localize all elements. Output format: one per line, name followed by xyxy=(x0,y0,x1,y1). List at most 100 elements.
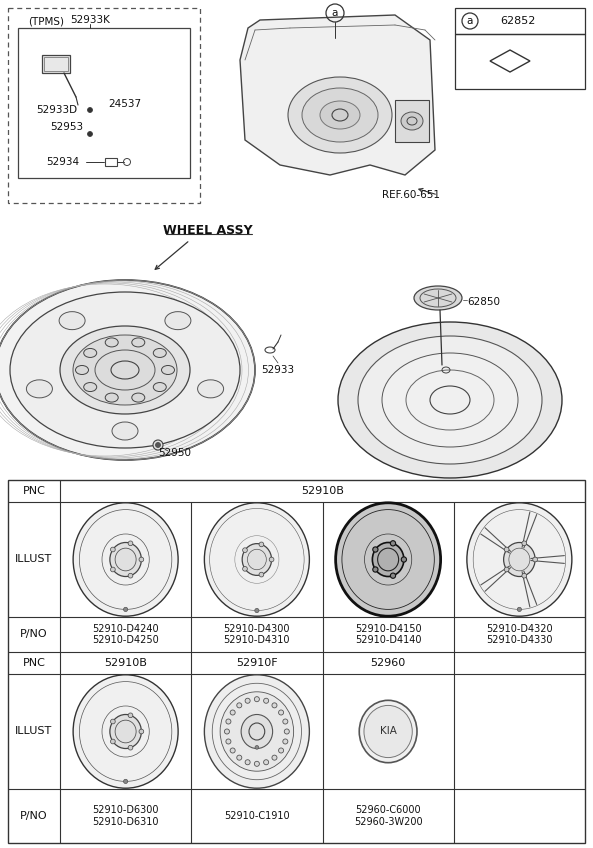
Ellipse shape xyxy=(372,543,404,577)
Polygon shape xyxy=(135,528,164,552)
Text: 52933D: 52933D xyxy=(36,105,77,115)
Polygon shape xyxy=(221,522,250,551)
Text: KIA: KIA xyxy=(380,727,397,737)
Text: 52910-D4300
52910-D4310: 52910-D4300 52910-D4310 xyxy=(224,623,290,645)
Circle shape xyxy=(128,541,133,545)
Polygon shape xyxy=(240,15,435,175)
Ellipse shape xyxy=(10,292,240,448)
Ellipse shape xyxy=(0,280,255,460)
Circle shape xyxy=(139,557,144,562)
Circle shape xyxy=(264,698,269,703)
Ellipse shape xyxy=(302,88,378,142)
Text: 52910-D6300
52910-D6310: 52910-D6300 52910-D6310 xyxy=(93,806,159,827)
Text: 24537: 24537 xyxy=(108,99,141,109)
Circle shape xyxy=(279,710,283,715)
Ellipse shape xyxy=(320,101,360,129)
Ellipse shape xyxy=(205,675,310,788)
Ellipse shape xyxy=(110,715,141,749)
Ellipse shape xyxy=(84,349,97,358)
Ellipse shape xyxy=(105,338,118,347)
Ellipse shape xyxy=(414,286,462,310)
Polygon shape xyxy=(81,555,114,563)
Ellipse shape xyxy=(105,393,118,402)
Ellipse shape xyxy=(153,382,166,392)
Text: a: a xyxy=(332,8,338,18)
Ellipse shape xyxy=(73,503,178,616)
Circle shape xyxy=(88,131,93,137)
Polygon shape xyxy=(221,567,250,598)
Circle shape xyxy=(264,760,269,765)
Ellipse shape xyxy=(401,112,423,130)
Ellipse shape xyxy=(165,312,191,330)
Circle shape xyxy=(254,697,259,701)
Ellipse shape xyxy=(220,692,294,771)
Polygon shape xyxy=(344,556,377,563)
Text: 52933K: 52933K xyxy=(70,15,110,25)
Ellipse shape xyxy=(359,700,417,762)
Text: 52910-C1910: 52910-C1910 xyxy=(224,811,290,821)
Circle shape xyxy=(237,755,242,760)
Ellipse shape xyxy=(288,77,392,153)
Ellipse shape xyxy=(27,380,52,398)
Circle shape xyxy=(284,729,289,734)
Polygon shape xyxy=(135,700,164,724)
Circle shape xyxy=(110,719,115,724)
Circle shape xyxy=(237,703,242,708)
Circle shape xyxy=(504,567,509,572)
Ellipse shape xyxy=(242,544,272,576)
Circle shape xyxy=(153,440,163,450)
Ellipse shape xyxy=(358,336,542,464)
Circle shape xyxy=(517,607,521,611)
Text: 52910-D4240
52910-D4250: 52910-D4240 52910-D4250 xyxy=(93,623,159,645)
Polygon shape xyxy=(400,556,432,563)
Text: ILLUST: ILLUST xyxy=(15,555,53,565)
Circle shape xyxy=(224,729,229,734)
Circle shape xyxy=(110,739,115,744)
Polygon shape xyxy=(88,700,116,724)
Ellipse shape xyxy=(467,503,572,616)
Text: P/NO: P/NO xyxy=(20,629,48,639)
Polygon shape xyxy=(129,744,143,778)
Polygon shape xyxy=(109,744,122,778)
Circle shape xyxy=(88,108,93,113)
Text: REF.60-651: REF.60-651 xyxy=(382,190,440,200)
Circle shape xyxy=(272,755,277,760)
Polygon shape xyxy=(81,728,114,735)
Circle shape xyxy=(504,547,509,552)
Text: PNC: PNC xyxy=(23,486,46,496)
Polygon shape xyxy=(129,684,143,720)
Bar xyxy=(105,158,117,166)
Polygon shape xyxy=(129,572,143,606)
Bar xyxy=(455,8,585,34)
Circle shape xyxy=(128,573,133,578)
Circle shape xyxy=(269,557,274,562)
Circle shape xyxy=(283,739,288,744)
Text: PNC: PNC xyxy=(23,658,46,668)
Ellipse shape xyxy=(73,335,177,405)
Circle shape xyxy=(533,557,537,562)
Circle shape xyxy=(522,573,527,578)
Text: 52910B: 52910B xyxy=(301,486,344,496)
Ellipse shape xyxy=(336,503,441,616)
Bar xyxy=(42,55,70,73)
Ellipse shape xyxy=(382,353,518,447)
Polygon shape xyxy=(251,571,262,608)
Circle shape xyxy=(254,762,259,767)
Circle shape xyxy=(110,567,115,572)
Text: (TPMS): (TPMS) xyxy=(28,16,64,26)
Polygon shape xyxy=(397,529,426,552)
Ellipse shape xyxy=(161,365,174,375)
Polygon shape xyxy=(88,739,116,763)
Circle shape xyxy=(401,557,406,562)
Circle shape xyxy=(230,710,235,715)
Ellipse shape xyxy=(112,422,138,440)
Polygon shape xyxy=(372,513,384,548)
Circle shape xyxy=(155,443,161,448)
Polygon shape xyxy=(129,513,143,548)
Polygon shape xyxy=(135,566,164,591)
Polygon shape xyxy=(109,513,122,548)
Bar xyxy=(8,480,585,843)
Circle shape xyxy=(255,608,259,612)
Ellipse shape xyxy=(197,380,224,398)
Polygon shape xyxy=(267,554,302,566)
